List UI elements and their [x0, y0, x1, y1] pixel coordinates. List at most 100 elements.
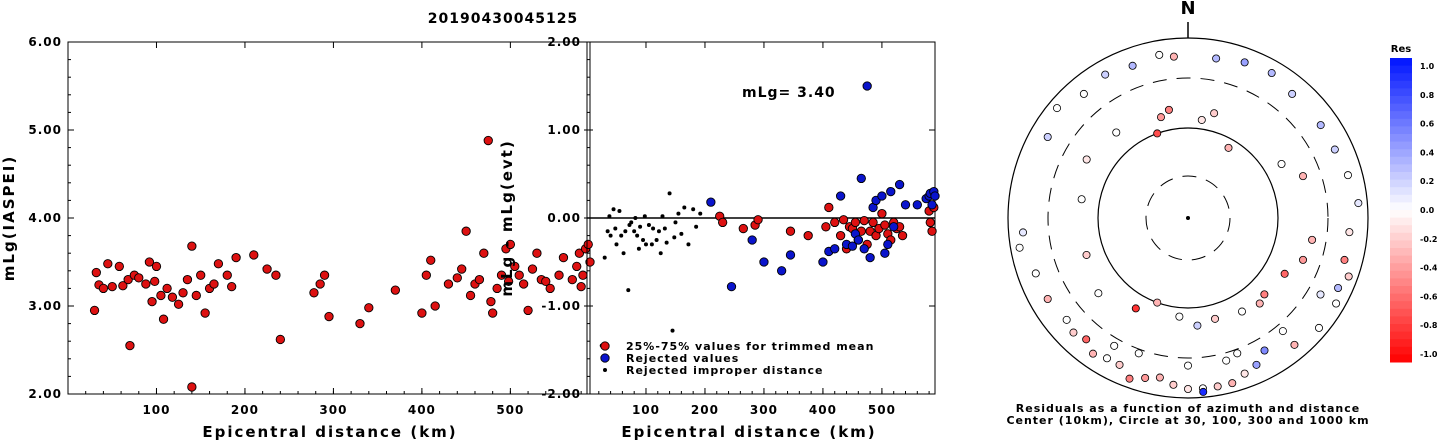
colorbar-swatch — [1390, 286, 1412, 295]
data-point — [877, 191, 887, 201]
station-point — [1290, 340, 1299, 349]
data-point — [638, 224, 643, 229]
station-point — [1299, 172, 1308, 181]
station-point — [1082, 250, 1091, 259]
colorbar-swatch — [1390, 308, 1412, 317]
data-point — [646, 223, 651, 228]
y-axis-label: mLg - mLg(evt) — [498, 139, 516, 296]
data-point — [880, 248, 890, 258]
colorbar-swatch — [1390, 187, 1412, 196]
colorbar-swatch — [1390, 316, 1412, 325]
data-point — [162, 283, 172, 294]
data-point — [830, 244, 840, 254]
colorbar-swatch — [1390, 194, 1412, 203]
station-point — [1288, 89, 1297, 98]
data-point — [694, 224, 699, 229]
colorbar-swatch — [1390, 240, 1412, 249]
data-point — [753, 215, 763, 225]
data-point — [492, 283, 502, 294]
legend-marker — [600, 341, 610, 351]
data-point — [567, 274, 577, 285]
colorbar-swatch — [1390, 232, 1412, 241]
station-point — [1344, 272, 1353, 281]
station-points — [1015, 50, 1363, 396]
station-point — [1015, 243, 1024, 252]
colorbar-swatch — [1390, 149, 1412, 158]
data-point — [496, 270, 507, 280]
data-point — [483, 135, 493, 146]
station-point — [1255, 299, 1264, 308]
data-point — [838, 215, 849, 225]
data-point — [785, 250, 796, 260]
y-tick-label: 0.00 — [547, 211, 581, 225]
colorbar-swatch — [1390, 172, 1412, 181]
data-point — [623, 229, 628, 234]
y-tick-label: 5.00 — [28, 123, 62, 137]
data-point — [894, 179, 905, 190]
station-point — [1069, 328, 1078, 337]
station-point — [1224, 143, 1233, 152]
data-point — [850, 217, 861, 228]
data-point — [656, 229, 661, 234]
data-point — [474, 274, 485, 285]
station-point — [1169, 52, 1178, 61]
station-point — [1169, 380, 1178, 389]
y-tick-label: -2.00 — [541, 387, 581, 401]
station-point — [1153, 298, 1162, 307]
y-tick-label: 3.00 — [28, 299, 62, 313]
data-point — [673, 220, 678, 225]
data-point — [776, 266, 787, 276]
station-point — [1314, 323, 1323, 332]
station-point — [1089, 349, 1098, 358]
x-tick-label: 400 — [408, 403, 436, 417]
station-point — [1260, 290, 1269, 299]
station-point — [1141, 373, 1150, 382]
data-point — [576, 281, 586, 292]
data-point — [605, 229, 610, 234]
data-point — [900, 200, 911, 210]
x-tick-label: 300 — [750, 403, 778, 417]
colorbar-tick-label: 0.2 — [1420, 177, 1434, 186]
data-point — [927, 226, 937, 236]
data-point — [853, 235, 863, 245]
station-point — [1316, 290, 1325, 299]
station-point — [1115, 360, 1124, 369]
colorbar-swatch — [1390, 58, 1412, 67]
data-point — [355, 318, 365, 329]
data-point — [213, 259, 224, 269]
data-point — [706, 197, 716, 207]
station-point — [1164, 105, 1173, 114]
data-point — [868, 217, 878, 228]
data-point — [718, 217, 728, 228]
data-point — [167, 292, 178, 302]
circle-30km — [1145, 175, 1231, 261]
x-tick-label: 100 — [142, 403, 170, 417]
data-point — [880, 220, 890, 230]
colorbar-swatch — [1390, 202, 1412, 211]
data-point — [930, 191, 940, 201]
station-point — [1156, 113, 1165, 122]
station-point — [1082, 335, 1091, 344]
y-tick-label: 2.00 — [28, 387, 62, 401]
data-point — [527, 264, 538, 274]
data-point — [859, 244, 869, 254]
data-point — [118, 281, 128, 291]
data-point — [364, 303, 374, 313]
station-point — [1193, 321, 1202, 330]
data-point — [144, 257, 155, 267]
colorbar-tick-label: 0.4 — [1420, 148, 1435, 157]
data-point — [141, 279, 151, 289]
station-point — [1233, 349, 1242, 358]
colorbar-swatch — [1390, 141, 1412, 150]
colorbar-tick-label: 0.8 — [1420, 91, 1435, 100]
colorbar-swatch — [1390, 225, 1412, 234]
mlg-annotation: mLg= 3.40 — [742, 85, 836, 101]
colorbar-swatch — [1390, 80, 1412, 89]
data-point — [89, 305, 100, 316]
colorbar-tick-label: -1.0 — [1420, 350, 1437, 359]
station-point — [1228, 379, 1237, 388]
station-point — [1079, 89, 1088, 98]
data-point — [676, 211, 681, 216]
data-point — [271, 270, 281, 280]
data-point — [532, 248, 542, 258]
